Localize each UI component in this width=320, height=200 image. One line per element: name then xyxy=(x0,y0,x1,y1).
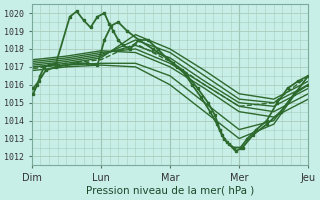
X-axis label: Pression niveau de la mer( hPa ): Pression niveau de la mer( hPa ) xyxy=(86,186,254,196)
